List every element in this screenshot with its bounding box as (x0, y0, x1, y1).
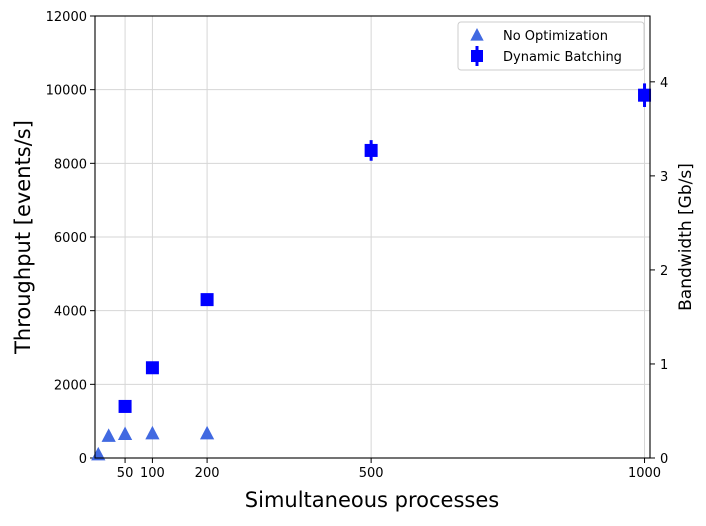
x-tick-label: 1000 (628, 466, 661, 481)
y2-tick-label: 2 (660, 264, 668, 279)
data-point-no-optimization (199, 425, 215, 440)
y-tick-label: 4000 (54, 305, 87, 320)
x-axis-title: Simultaneous processes (245, 488, 499, 512)
data-point-dynamic-batching (638, 88, 652, 102)
data-point-no-optimization (101, 428, 116, 442)
y2-tick-label: 3 (660, 170, 668, 185)
x-tick-label: 500 (359, 466, 384, 481)
y-axis-title: Throughput [events/s] (11, 120, 35, 355)
y2-tick-label: 0 (660, 452, 668, 467)
legend-marker-no-optimization (470, 28, 484, 41)
x-tick-label: 100 (140, 466, 165, 481)
y-tick-label: 10000 (46, 84, 87, 99)
data-point-dynamic-batching (118, 399, 132, 413)
data-point-no-optimization (117, 426, 133, 441)
x-tick-label: 50 (117, 466, 134, 481)
y2-axis-title: Bandwidth [Gb/s] (676, 163, 696, 311)
legend-label-dynamic-batching: Dynamic Batching (503, 50, 622, 65)
data-point-dynamic-batching (364, 143, 378, 157)
y-tick-label: 2000 (54, 378, 87, 393)
legend: No Optimization Dynamic Batching (457, 21, 645, 71)
data-point-dynamic-batching (200, 293, 214, 307)
grid (95, 16, 650, 458)
y-tick-label: 8000 (54, 157, 87, 172)
legend-label-no-optimization: No Optimization (503, 29, 608, 44)
y-tick-label: 6000 (54, 231, 87, 246)
data-point-no-optimization (145, 425, 160, 440)
y2-tick-label: 4 (660, 76, 668, 91)
data-marks (91, 83, 652, 461)
y-tick-label: 12000 (46, 10, 87, 25)
plot-frame (94, 15, 651, 459)
legend-box (457, 21, 645, 71)
ticks: 50 100 200 500 10000200040006000800010000120… (46, 10, 669, 481)
y-tick-label: 0 (79, 452, 87, 467)
data-point-dynamic-batching (145, 361, 159, 375)
x-tick-label: 200 (195, 466, 220, 481)
y2-tick-label: 1 (660, 358, 668, 373)
